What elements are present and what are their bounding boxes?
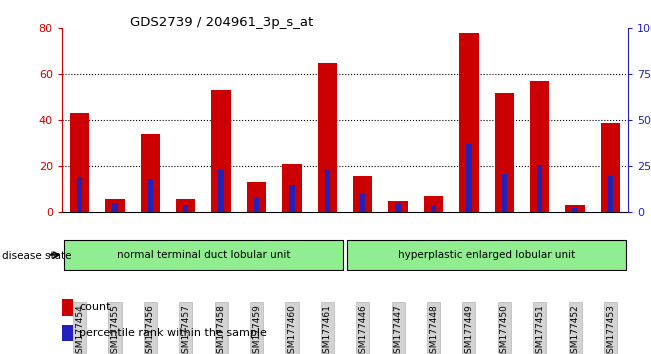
Bar	[289, 185, 295, 212]
Bar	[62, 299, 73, 316]
Text: GSM177456: GSM177456	[146, 304, 155, 354]
Bar	[537, 165, 542, 212]
Bar	[62, 325, 73, 341]
Bar	[495, 93, 514, 212]
Bar	[70, 114, 89, 212]
Bar	[325, 170, 330, 212]
Bar	[254, 198, 259, 212]
Bar	[530, 81, 549, 212]
Bar	[572, 207, 578, 212]
Bar	[353, 176, 372, 212]
Bar	[431, 205, 436, 212]
Bar	[64, 240, 343, 269]
Text: GSM177450: GSM177450	[500, 304, 509, 354]
Text: GSM177451: GSM177451	[535, 304, 544, 354]
Bar	[141, 134, 160, 212]
Text: GSM177447: GSM177447	[394, 304, 402, 354]
Text: normal terminal duct lobular unit: normal terminal duct lobular unit	[117, 250, 290, 260]
Bar	[466, 144, 471, 212]
Text: GSM177454: GSM177454	[75, 304, 84, 354]
Bar	[389, 201, 408, 212]
Bar	[318, 63, 337, 212]
Bar	[77, 177, 82, 212]
Bar	[565, 205, 585, 212]
Text: GSM177453: GSM177453	[606, 304, 615, 354]
Text: GSM177460: GSM177460	[288, 304, 296, 354]
Text: GSM177449: GSM177449	[464, 304, 473, 354]
Bar	[148, 179, 153, 212]
Text: GSM177458: GSM177458	[217, 304, 226, 354]
Bar	[360, 194, 365, 212]
Text: GSM177448: GSM177448	[429, 304, 438, 354]
Text: GDS2739 / 204961_3p_s_at: GDS2739 / 204961_3p_s_at	[130, 16, 313, 29]
Text: GSM177446: GSM177446	[358, 304, 367, 354]
Bar	[282, 164, 301, 212]
Bar	[395, 203, 401, 212]
Bar	[247, 183, 266, 212]
Text: GSM177459: GSM177459	[252, 304, 261, 354]
Bar	[601, 123, 620, 212]
Text: percentile rank within the sample: percentile rank within the sample	[79, 328, 268, 338]
Text: count: count	[79, 302, 111, 313]
Text: GSM177455: GSM177455	[111, 304, 119, 354]
Text: GSM177457: GSM177457	[181, 304, 190, 354]
Bar	[112, 203, 118, 212]
Bar	[105, 199, 125, 212]
Bar	[608, 176, 613, 212]
Text: GSM177452: GSM177452	[571, 304, 579, 354]
Bar	[347, 240, 626, 269]
Bar	[424, 196, 443, 212]
Bar	[212, 91, 231, 212]
Text: GSM177461: GSM177461	[323, 304, 332, 354]
Text: hyperplastic enlarged lobular unit: hyperplastic enlarged lobular unit	[398, 250, 575, 260]
Bar	[502, 174, 507, 212]
Bar	[176, 199, 195, 212]
Bar	[219, 170, 224, 212]
Bar	[459, 33, 478, 212]
Text: disease state: disease state	[2, 251, 72, 261]
Bar	[183, 205, 188, 212]
